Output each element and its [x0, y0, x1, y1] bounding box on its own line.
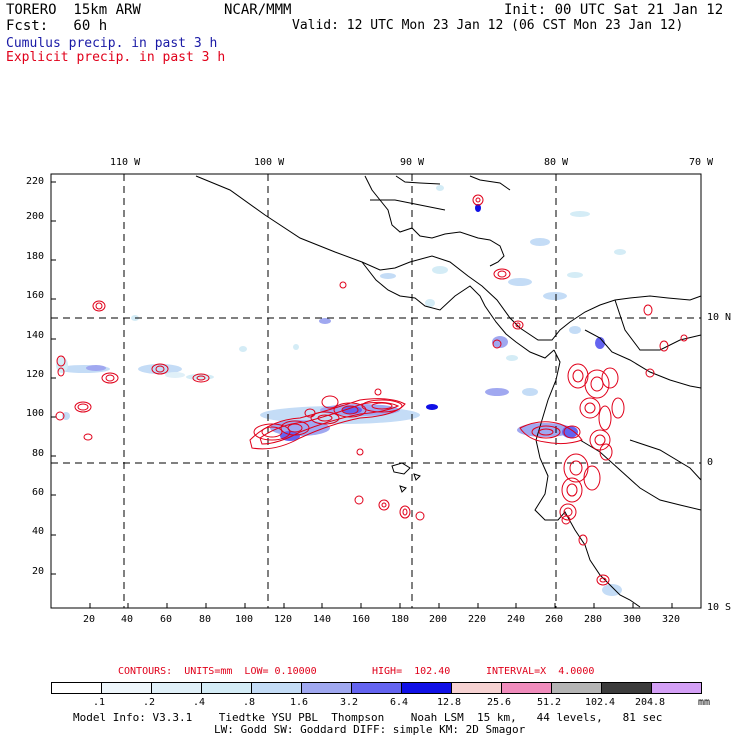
lat-label-10n: 10 N — [707, 312, 732, 323]
contours-interval: INTERVAL=X 4.0000 — [486, 666, 595, 677]
explicit-precip-contours — [55, 194, 688, 586]
x-tick: 180 — [391, 614, 410, 625]
forecast-hour: Fcst: 60 h — [6, 18, 108, 34]
colorbar-cell — [451, 682, 502, 694]
x-tick: 320 — [662, 614, 681, 625]
colorbar-cell — [251, 682, 302, 694]
colorbar-label: 1.6 — [289, 697, 309, 708]
colorbar-label: 25.6 — [486, 697, 512, 708]
colorbar-label: 3.2 — [339, 697, 359, 708]
x-tick: 40 — [121, 614, 134, 625]
colorbar-label: .2 — [142, 697, 156, 708]
x-tick: 100 — [235, 614, 254, 625]
colorbar-cell — [401, 682, 452, 694]
x-tick: 200 — [429, 614, 448, 625]
lon-label-100w: 100 W — [254, 157, 285, 168]
x-tick: 220 — [468, 614, 487, 625]
coastlines — [195, 175, 702, 608]
y-tick: 160 — [26, 290, 45, 301]
colorbar-label: .8 — [242, 697, 256, 708]
center-name: NCAR/MMM — [224, 2, 292, 18]
contours-label: CONTOURS: UNITS=mm LOW= 0.10000 — [118, 666, 317, 677]
x-tick: 120 — [274, 614, 293, 625]
lon-label-70w: 70 W — [689, 157, 714, 168]
y-tick: 20 — [32, 566, 45, 577]
cumulus-legend: Cumulus precip. in past 3 h — [6, 36, 218, 51]
colorbar-cell — [51, 682, 102, 694]
lon-label-80w: 80 W — [544, 157, 569, 168]
lat-lon-grid — [51, 174, 701, 608]
explicit-legend: Explicit precip. in past 3 h — [6, 50, 226, 65]
x-tick: 20 — [83, 614, 96, 625]
y-tick-marks — [51, 181, 56, 575]
colorbar-cell — [601, 682, 652, 694]
y-tick: 100 — [26, 408, 45, 419]
colorbar-label: .4 — [192, 697, 206, 708]
cumulus-precip-shading — [56, 185, 626, 596]
lon-label-90w: 90 W — [400, 157, 425, 168]
x-tick: 60 — [160, 614, 173, 625]
x-tick-marks — [89, 603, 673, 608]
x-tick: 280 — [584, 614, 603, 625]
colorbar-label: 102.4 — [584, 697, 616, 708]
colorbar-cell — [151, 682, 202, 694]
colorbar-label: 204.8 — [634, 697, 666, 708]
y-tick: 140 — [26, 330, 45, 341]
y-tick: 200 — [26, 211, 45, 222]
x-tick: 80 — [199, 614, 212, 625]
colorbar-cell — [351, 682, 402, 694]
y-tick: 40 — [32, 526, 45, 537]
colorbar-label: 12.8 — [436, 697, 462, 708]
model-physics: LW: Godd SW: Goddard DIFF: simple KM: 2D… — [214, 723, 526, 736]
init-time: Init: 00 UTC Sat 21 Jan 12 — [504, 2, 724, 18]
valid-time: Valid: 12 UTC Mon 23 Jan 12 (06 CST Mon … — [292, 18, 684, 33]
x-tick: 260 — [545, 614, 564, 625]
y-tick: 120 — [26, 369, 45, 380]
colorbar-label: .1 — [92, 697, 106, 708]
colorbar-cell — [501, 682, 552, 694]
model-title: TORERO 15km ARW — [6, 2, 141, 18]
y-tick: 220 — [26, 176, 45, 187]
colorbar-cell — [201, 682, 252, 694]
colorbar-cell — [551, 682, 602, 694]
colorbar-cell — [301, 682, 352, 694]
contours-high: HIGH= 102.40 — [372, 666, 451, 677]
y-tick: 60 — [32, 487, 45, 498]
x-tick: 160 — [352, 614, 371, 625]
y-tick: 180 — [26, 251, 45, 262]
lon-label-110w: 110 W — [110, 157, 141, 168]
x-tick: 140 — [313, 614, 332, 625]
lat-label-10s: 10 S — [707, 602, 732, 613]
x-tick: 240 — [507, 614, 526, 625]
colorbar-label: 6.4 — [389, 697, 409, 708]
colorbar-unit: mm — [697, 697, 711, 708]
map-frame — [50, 173, 702, 609]
lat-label-equator: 0 — [707, 457, 714, 468]
colorbar-cell — [651, 682, 702, 694]
colorbar-label: 51.2 — [536, 697, 562, 708]
colorbar-cell — [101, 682, 152, 694]
x-tick: 300 — [623, 614, 642, 625]
model-info: Model Info: V3.3.1 Tiedtke YSU PBL Thomp… — [73, 711, 663, 724]
y-tick: 80 — [32, 448, 45, 459]
